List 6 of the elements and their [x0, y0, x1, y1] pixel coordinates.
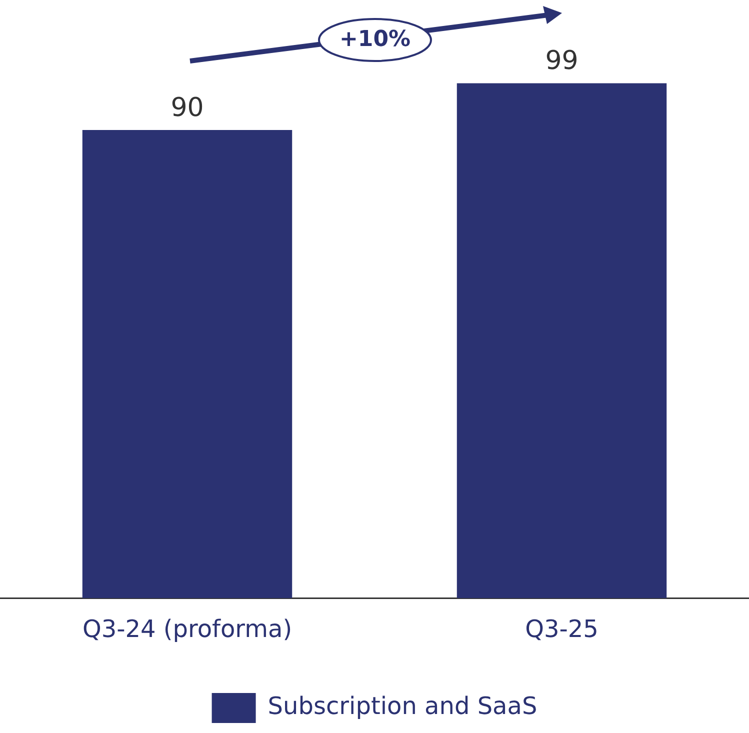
x-tick-label: Q3-25 — [525, 614, 598, 643]
legend-label: Subscription and SaaS — [268, 692, 538, 720]
data-label: 99 — [545, 46, 578, 76]
text: +10% — [338, 26, 412, 54]
data-label: 90 — [170, 92, 204, 123]
x-tick-label: Q3-24 (proforma) — [82, 614, 292, 643]
